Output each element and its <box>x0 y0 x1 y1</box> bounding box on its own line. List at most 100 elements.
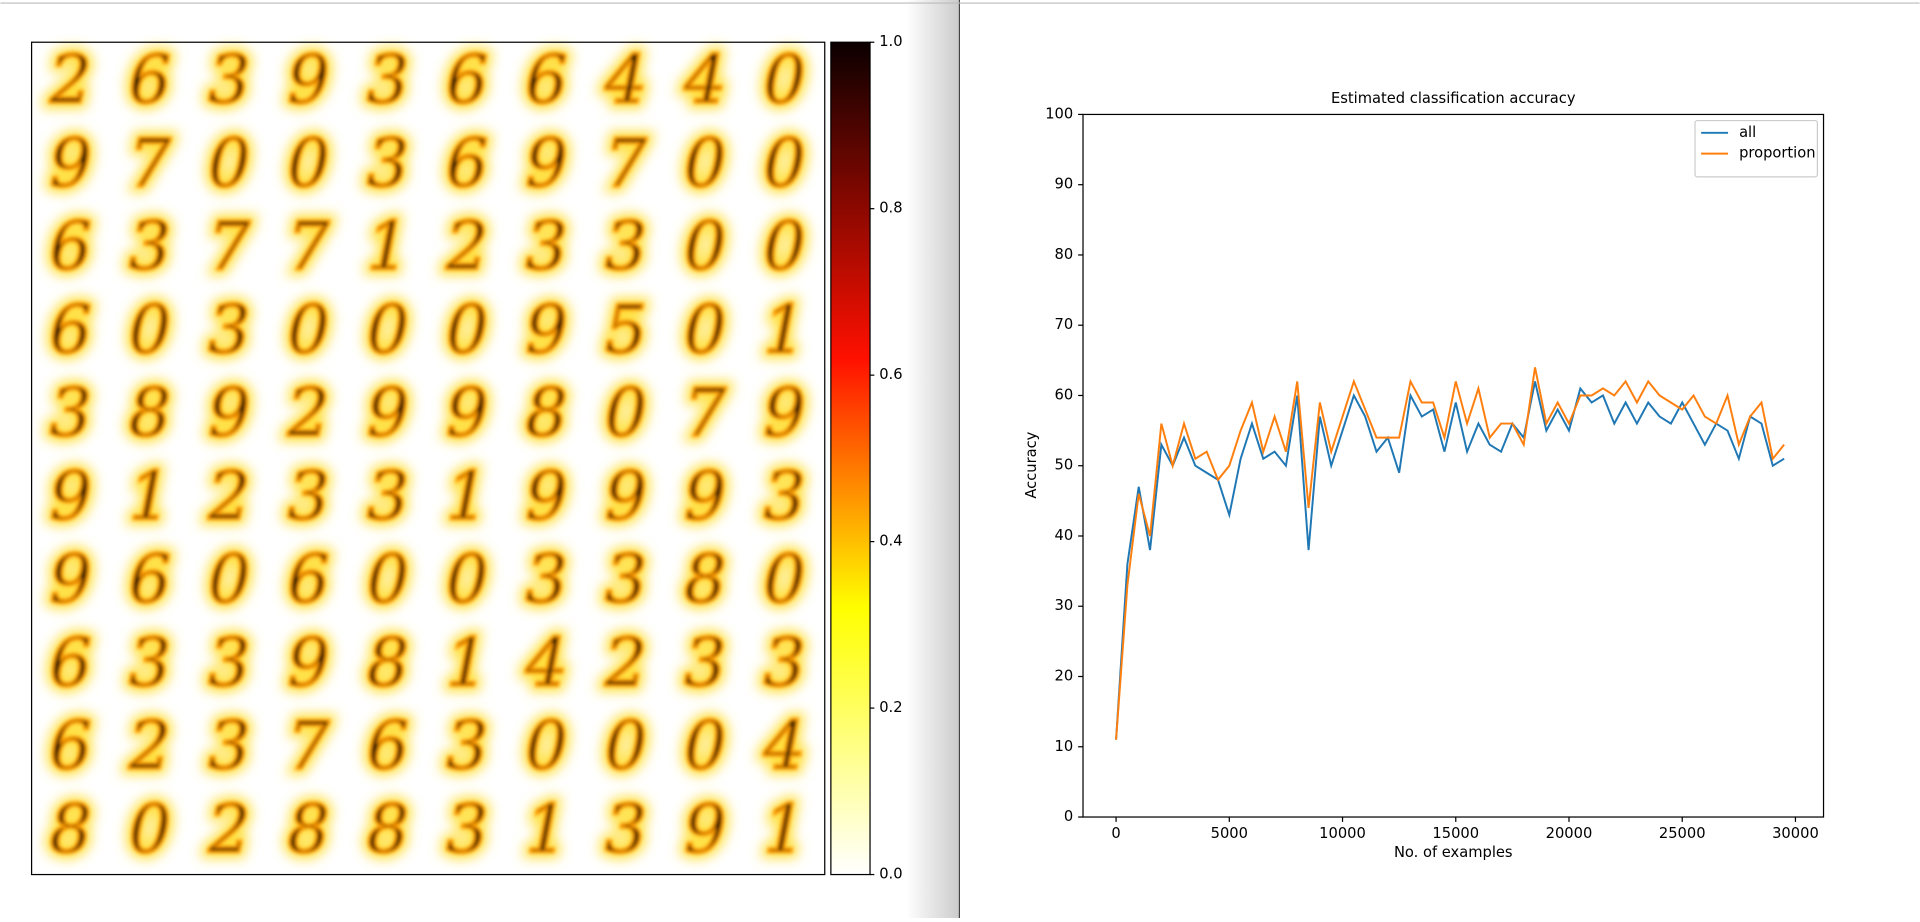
digit: 7 <box>288 708 330 785</box>
digit: 3 <box>763 458 805 535</box>
digit: 0 <box>288 125 330 202</box>
digit: 9 <box>446 375 488 452</box>
chart-title: Estimated classification accuracy <box>1331 90 1576 107</box>
digit-glow: 1 <box>763 291 805 368</box>
grid-frame <box>30 41 826 876</box>
digit-glow: 6 <box>367 708 409 785</box>
digit-glow: 7 <box>605 125 647 202</box>
digit-glow: 9 <box>526 458 568 535</box>
digit-glow: 9 <box>208 375 250 452</box>
digit-glow: 3 <box>129 208 171 285</box>
digit-glow: 1 <box>763 791 805 868</box>
digit: 2 <box>49 42 92 119</box>
colorbar-tick-label: 0.8 <box>879 200 902 217</box>
legend-label: all <box>1739 124 1756 141</box>
y-tick-label: 60 <box>1055 386 1074 403</box>
digit-glow: 2 <box>207 791 250 868</box>
digit: 1 <box>129 458 171 535</box>
digit: 7 <box>684 375 726 452</box>
digit: 9 <box>763 375 805 452</box>
digit: 9 <box>605 458 647 535</box>
digit: 3 <box>129 208 171 285</box>
digit: 6 <box>446 42 488 119</box>
digit-glow: 0 <box>763 208 805 285</box>
digit-glow: 7 <box>129 125 171 202</box>
digit: 0 <box>288 291 330 368</box>
digit-glow: 0 <box>129 291 171 368</box>
digit: 0 <box>763 42 805 119</box>
digit: 5 <box>605 291 647 368</box>
digit-glow: 3 <box>763 458 805 535</box>
digit-glow: 7 <box>288 208 330 285</box>
digit-glow: 0 <box>446 291 488 368</box>
digit-glow: 8 <box>367 791 409 868</box>
y-tick-label: 0 <box>1064 808 1073 825</box>
digit-glow: 3 <box>684 624 726 701</box>
digit-glow: 6 <box>129 42 171 119</box>
digit: 2 <box>287 375 330 452</box>
digit: 8 <box>526 375 568 452</box>
line-series <box>1115 367 1785 740</box>
digit-glow: 3 <box>526 208 568 285</box>
colorbar-tick-label: 0.4 <box>879 533 902 550</box>
digit-glow: 8 <box>526 375 568 452</box>
digit-glow: 7 <box>684 375 726 452</box>
digit-glow: 0 <box>684 208 726 285</box>
digit: 9 <box>526 125 568 202</box>
digit-glow: 4 <box>604 42 647 119</box>
y-tick-label: 90 <box>1055 176 1074 193</box>
digit-glow: 3 <box>526 541 568 618</box>
digit: 3 <box>288 458 330 535</box>
digit: 3 <box>605 791 647 868</box>
colorbar-tick-label: 0.2 <box>879 699 902 716</box>
digit: 6 <box>526 42 568 119</box>
digit: 6 <box>367 708 409 785</box>
digit-glow: 6 <box>446 125 488 202</box>
digit-glow: 9 <box>526 291 568 368</box>
digit: 9 <box>684 791 726 868</box>
x-tick-label: 30000 <box>1772 825 1819 842</box>
digit-glow: 9 <box>684 458 726 535</box>
y-tick-label: 80 <box>1055 246 1074 263</box>
digit-glow: 0 <box>605 375 647 452</box>
digit: 0 <box>763 541 805 618</box>
digit: 0 <box>684 125 726 202</box>
digit: 8 <box>50 791 92 868</box>
digit: 9 <box>288 624 330 701</box>
digit-glow: 4 <box>762 708 805 785</box>
digit: 3 <box>763 624 805 701</box>
digit: 0 <box>526 708 568 785</box>
digit-glow: 3 <box>367 42 409 119</box>
digit: 3 <box>208 42 250 119</box>
y-tick-label: 100 <box>1045 105 1073 122</box>
digit: 0 <box>129 291 171 368</box>
digit-glow: 2 <box>287 375 330 452</box>
digit: 3 <box>446 708 488 785</box>
digit-glow: 9 <box>50 458 92 535</box>
digit: 3 <box>208 291 250 368</box>
digit-glow: 3 <box>605 541 647 618</box>
digit: 3 <box>367 458 409 535</box>
digit: 6 <box>129 541 171 618</box>
digit-glow: 9 <box>684 791 726 868</box>
line-chart: Estimated classification accuracy No. of … <box>1023 90 1825 861</box>
digit-glow: 0 <box>763 541 805 618</box>
y-axis-label: Accuracy <box>1023 431 1040 498</box>
digit: 2 <box>207 458 250 535</box>
digit-glow: 4 <box>525 624 568 701</box>
digit: 9 <box>684 458 726 535</box>
digit: 8 <box>129 375 171 452</box>
digit: 4 <box>604 42 647 119</box>
digit: 6 <box>288 541 330 618</box>
colorbar-tick-label: 1.0 <box>879 33 902 50</box>
digit: 8 <box>288 791 330 868</box>
digit: 7 <box>288 208 330 285</box>
digit-glow: 1 <box>446 624 488 701</box>
digit-glow: 0 <box>367 541 409 618</box>
digit: 3 <box>526 541 568 618</box>
digit: 0 <box>446 291 488 368</box>
digit-glow: 0 <box>684 708 726 785</box>
digit: 3 <box>367 125 409 202</box>
digit: 0 <box>446 541 488 618</box>
